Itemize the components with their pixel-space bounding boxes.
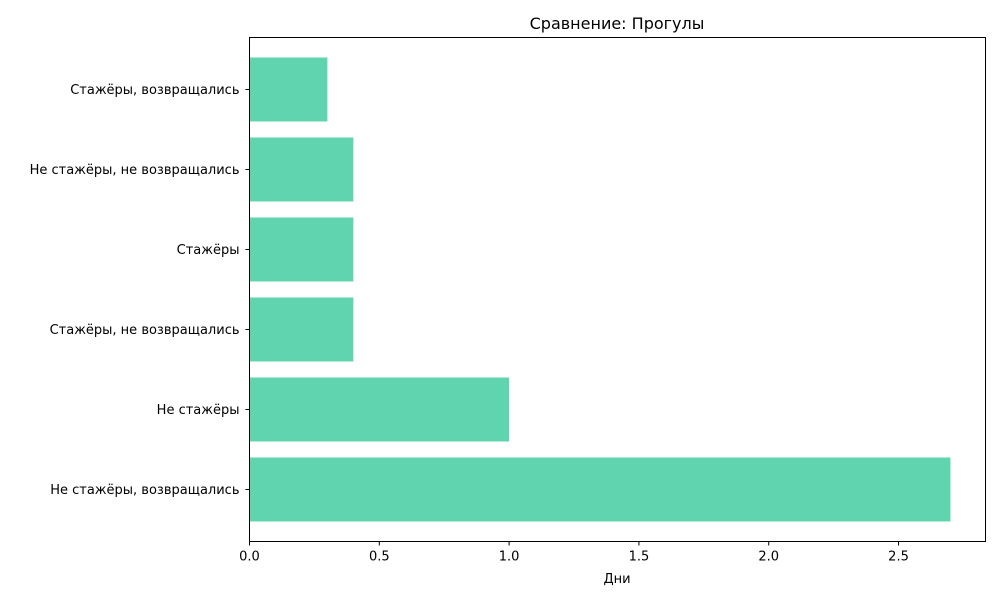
bar bbox=[249, 377, 510, 442]
y-tick-label: Стажёры bbox=[177, 243, 240, 258]
bar bbox=[249, 57, 328, 122]
bars bbox=[249, 57, 951, 522]
x-tick-label: 2.5 bbox=[888, 550, 909, 565]
y-tick-label: Не стажёры, возвращались bbox=[50, 483, 239, 498]
bar bbox=[249, 217, 354, 282]
bar bbox=[249, 137, 354, 202]
bar bbox=[249, 457, 951, 522]
plot-frame bbox=[249, 37, 986, 542]
y-axis: Не стажёры, возвращались Не стажёры Стажёр… bbox=[30, 83, 250, 498]
y-tick-label: Не стажёры, не возвращались bbox=[30, 163, 240, 178]
x-tick-label: 2.0 bbox=[758, 550, 779, 565]
chart-title: Сравнение: Прогулы bbox=[530, 14, 705, 33]
x-axis: 0.0 0.5 1.0 1.5 2.0 2.5 bbox=[239, 541, 909, 565]
x-tick-label: 1.5 bbox=[629, 550, 650, 565]
x-tick-label: 0.0 bbox=[239, 550, 260, 565]
x-tick-label: 1.0 bbox=[499, 550, 520, 565]
x-tick-label: 0.5 bbox=[369, 550, 390, 565]
bar bbox=[249, 297, 354, 362]
x-axis-title: Дни bbox=[603, 572, 630, 587]
y-tick-label: Стажёры, возвращались bbox=[70, 83, 239, 98]
y-tick-label: Стажёры, не возвращались bbox=[50, 323, 240, 338]
y-tick-label: Не стажёры bbox=[157, 403, 240, 418]
